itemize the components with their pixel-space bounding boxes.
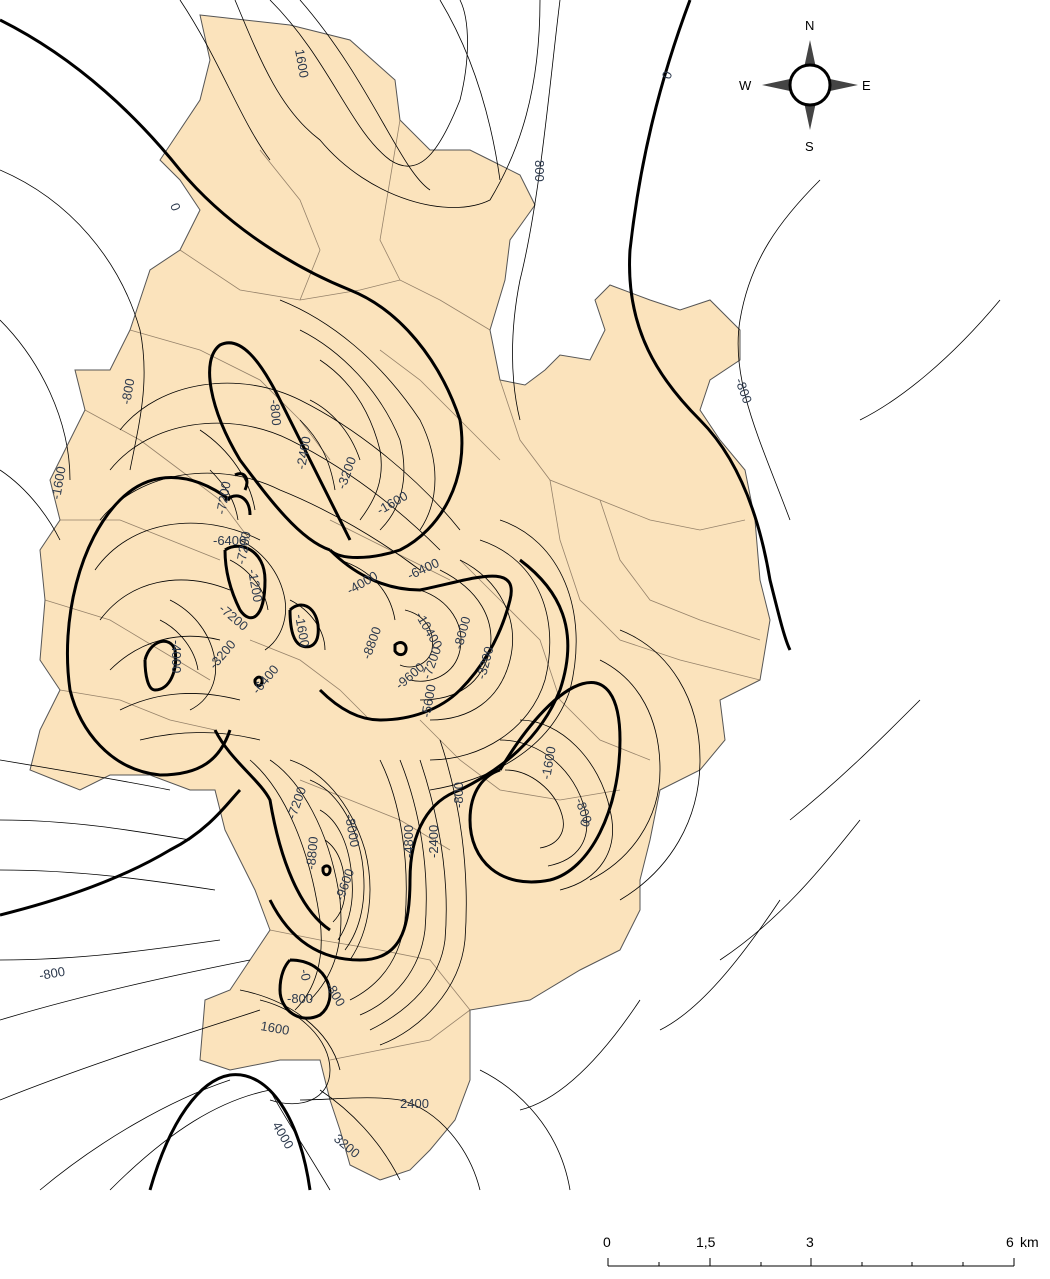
compass-south-label: S: [805, 139, 814, 154]
scale-unit: km: [1020, 1234, 1039, 1250]
compass-arrow-south: [804, 102, 816, 130]
contour-label: -0: [297, 968, 314, 982]
contour-label: -1200: [245, 568, 266, 603]
contour-label: -5600: [418, 683, 439, 718]
contour-label: -800: [267, 399, 284, 426]
contour-label: -4800: [401, 825, 416, 858]
contour-label: 0: [167, 201, 184, 213]
contour-label: -2400: [293, 435, 314, 470]
contour-label: -1600: [48, 465, 69, 500]
contour-label: 0: [577, 817, 594, 829]
scale-bar: 0 1,5 3 6 km: [603, 1234, 1039, 1267]
scale-label-1-5: 1,5: [696, 1234, 716, 1250]
compass-rose: N S W E: [739, 18, 871, 154]
contour-label: -1600: [292, 613, 313, 648]
contour-label: -800: [732, 376, 755, 406]
compass-arrow-east: [830, 79, 858, 91]
compass-arrow-north: [804, 40, 816, 68]
compass-ring: [788, 63, 832, 107]
scale-label-6: 6: [1006, 1234, 1014, 1250]
contour-label: -800: [451, 782, 466, 808]
contour-label: -1600: [538, 745, 559, 780]
contour-label: -8000: [342, 813, 363, 848]
contour-label: 1600: [259, 1018, 290, 1038]
contour-labels: 1600 0 800 0 -800 -800 -1600 -800 -2400 …: [38, 48, 755, 1161]
compass-arrow-west: [762, 79, 790, 91]
contour-label: 1600: [292, 48, 312, 79]
district-boundaries: [44, 119, 761, 1061]
compass-west-label: W: [739, 78, 752, 93]
contour-label: -6400: [213, 533, 246, 548]
contour-label: -800: [118, 377, 137, 405]
contour-label: 0: [659, 69, 676, 81]
compass-east-label: E: [862, 78, 871, 93]
contour-label: -4000: [169, 640, 184, 673]
scale-label-3: 3: [806, 1234, 814, 1250]
contour-label: 2400: [400, 1096, 429, 1111]
contour-label: -800: [287, 991, 313, 1006]
contour-lines-thin: [0, 0, 1001, 1191]
compass-north-label: N: [805, 18, 814, 33]
contour-label: -7200: [213, 480, 234, 515]
contour-label: -7200: [233, 530, 254, 565]
contour-label: -2400: [426, 825, 441, 858]
contour-label: 800: [532, 160, 547, 182]
contour-label: -8800: [303, 836, 321, 870]
scale-label-0: 0: [603, 1234, 611, 1250]
contour-lines-thick: [0, 0, 792, 1191]
contour-label: -800: [38, 964, 66, 983]
region-polygon: [29, 14, 771, 1181]
